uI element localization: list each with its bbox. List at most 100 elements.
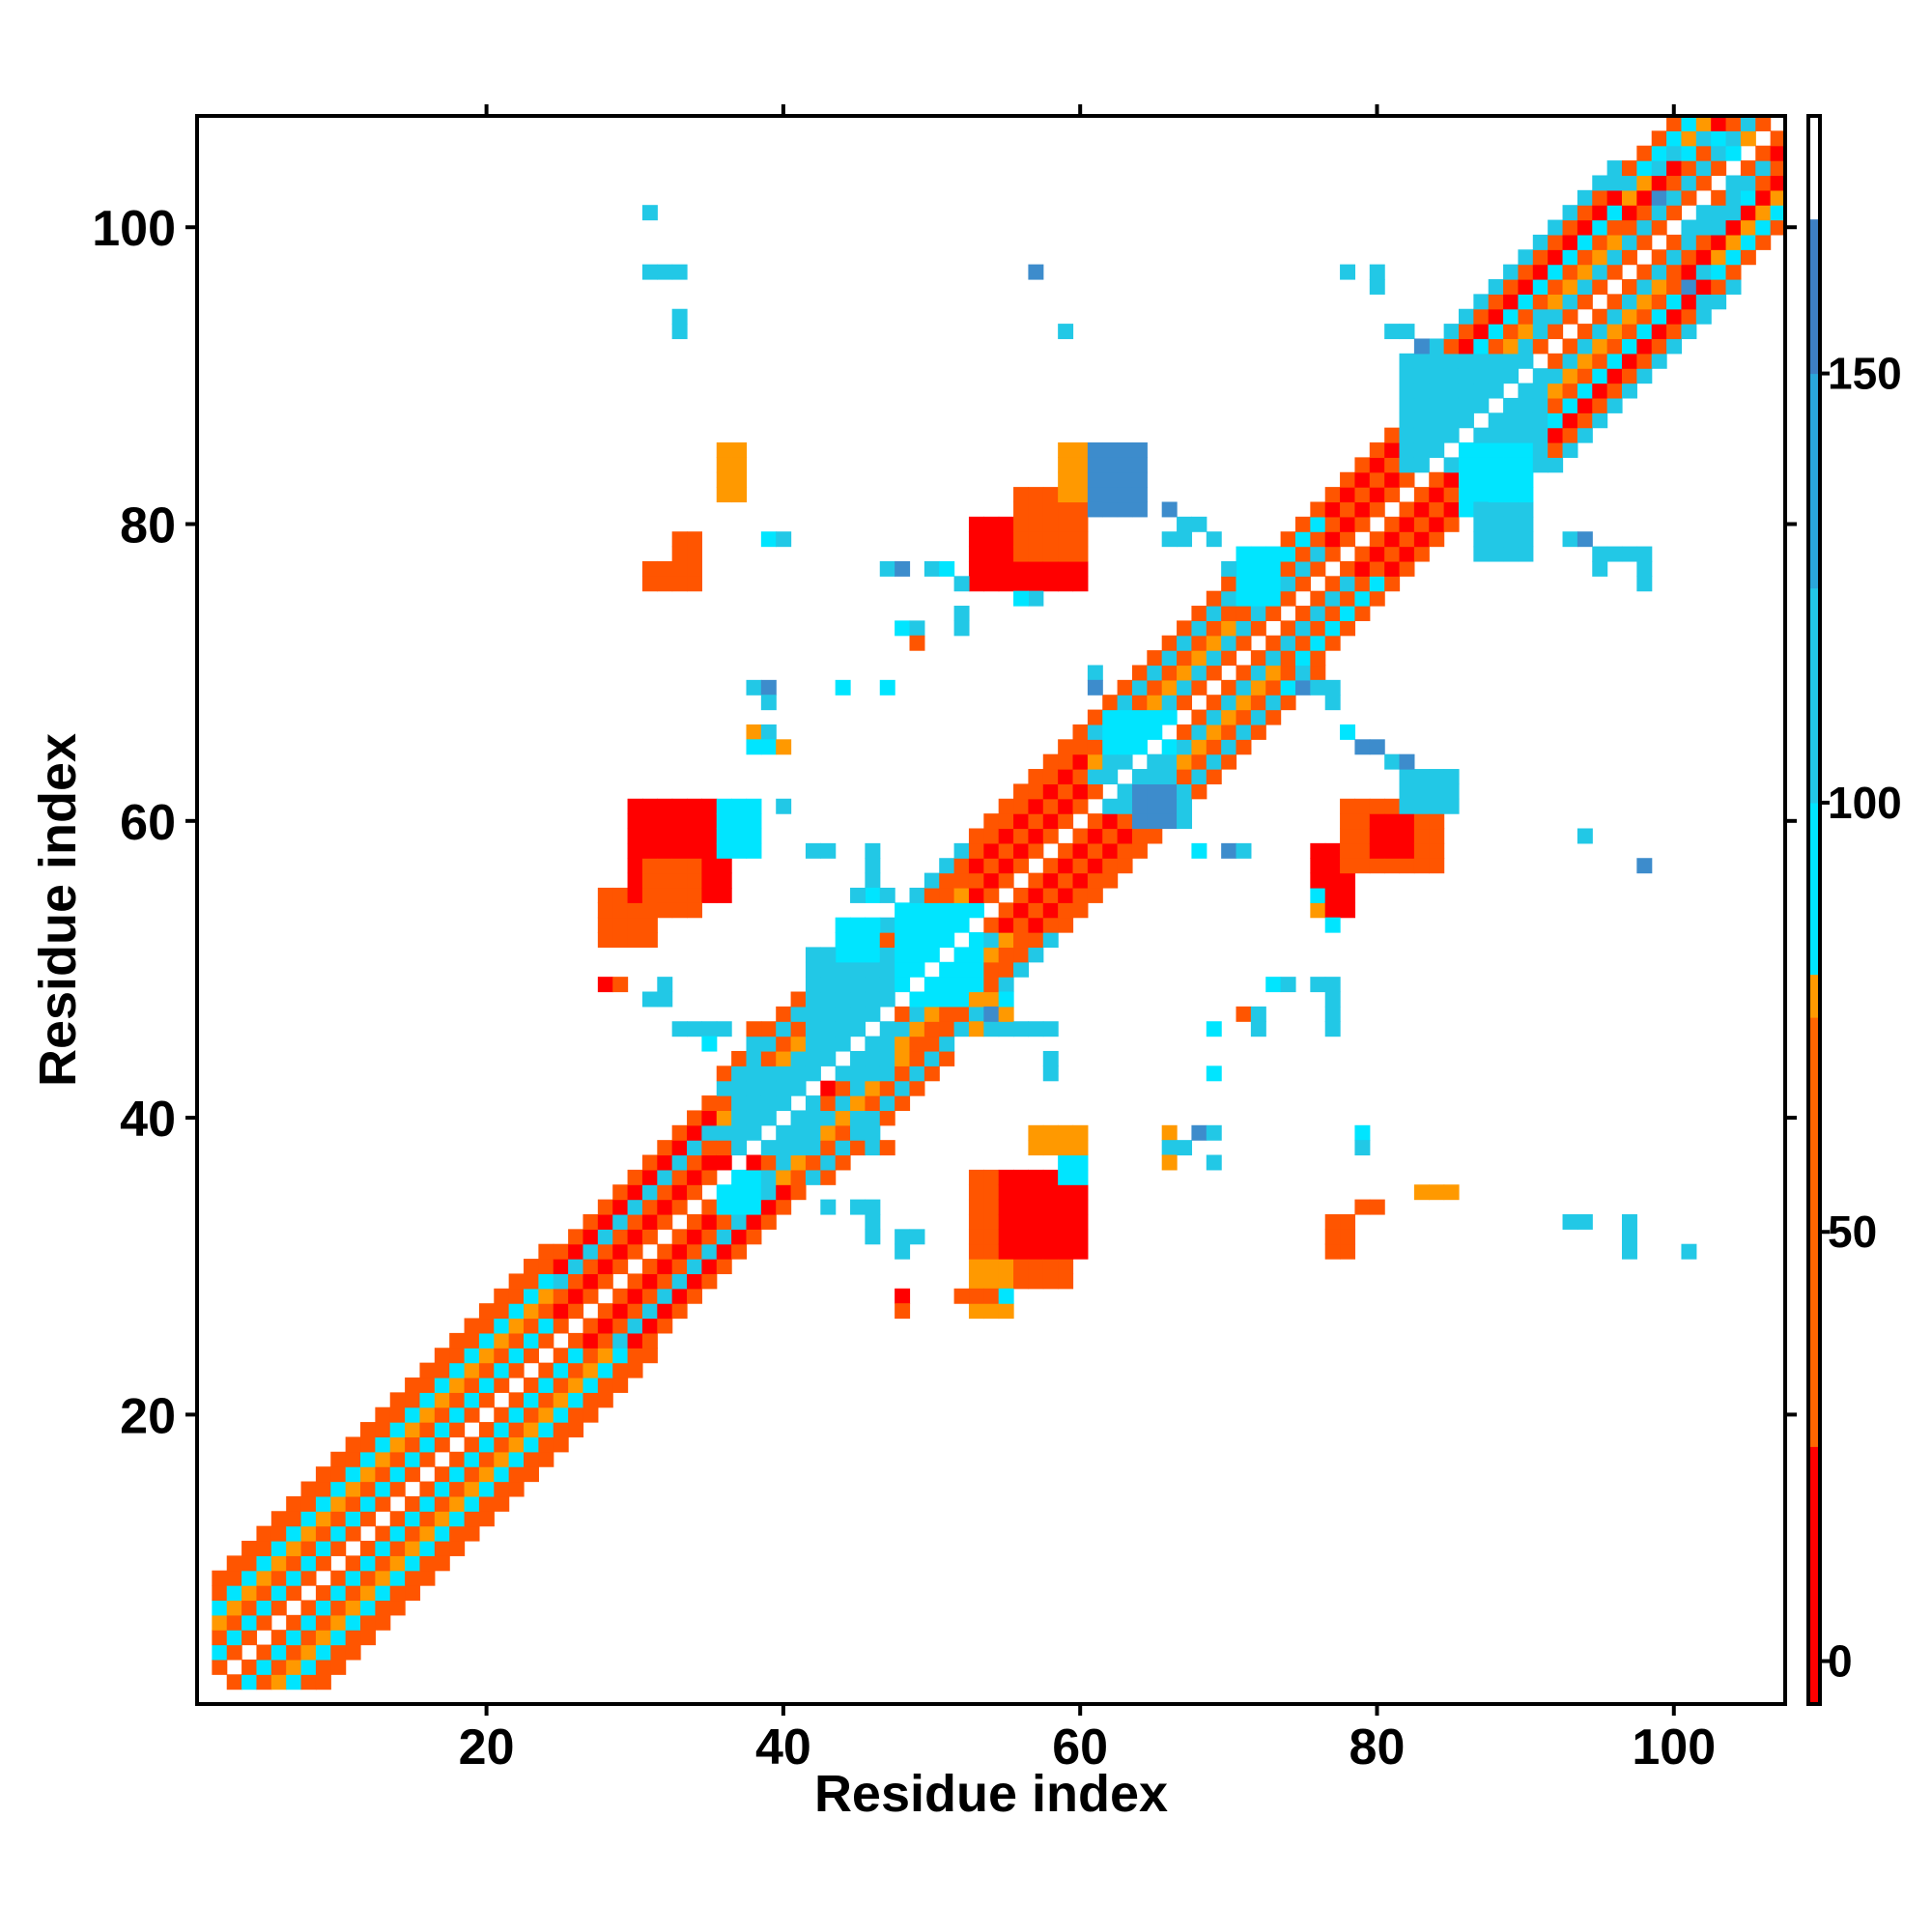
heatmap-cell bbox=[776, 1080, 792, 1096]
heatmap-cell bbox=[760, 1036, 777, 1052]
heatmap-cell bbox=[671, 1184, 688, 1201]
heatmap-cell bbox=[1072, 576, 1089, 592]
heatmap-cell bbox=[1532, 383, 1548, 399]
heatmap-cell bbox=[405, 1540, 421, 1556]
heatmap-cell bbox=[731, 1065, 748, 1082]
heatmap-cell bbox=[687, 828, 702, 844]
heatmap-cell bbox=[1324, 546, 1341, 562]
heatmap-cell bbox=[909, 1036, 925, 1052]
heatmap-cell bbox=[389, 1525, 406, 1542]
heatmap-cell bbox=[1028, 813, 1044, 830]
heatmap-cell bbox=[983, 961, 1000, 978]
heatmap-cell bbox=[612, 917, 629, 933]
heatmap-cell bbox=[1265, 665, 1282, 681]
heatmap-cell bbox=[998, 947, 1014, 963]
heatmap-cell bbox=[1621, 324, 1637, 340]
heatmap-cell bbox=[1636, 189, 1653, 206]
heatmap-cell bbox=[1310, 679, 1326, 696]
heatmap-cell bbox=[1384, 427, 1401, 443]
heatmap-cell bbox=[1606, 353, 1623, 369]
heatmap-cell bbox=[1592, 546, 1608, 562]
x-axis-label: Residue index bbox=[814, 1765, 1168, 1823]
heatmap-cell bbox=[1131, 442, 1148, 458]
heatmap-cell bbox=[1503, 546, 1520, 562]
heatmap-cell bbox=[434, 1481, 450, 1497]
heatmap-cell bbox=[790, 1021, 807, 1037]
heatmap-cell bbox=[1042, 902, 1059, 919]
heatmap-cell bbox=[953, 1006, 970, 1022]
heatmap-cell bbox=[1636, 308, 1653, 325]
heatmap-cell bbox=[389, 1436, 406, 1453]
heatmap-cell bbox=[657, 798, 673, 814]
heatmap-cell bbox=[1413, 813, 1430, 830]
heatmap-cell bbox=[1473, 397, 1490, 413]
heatmap-cell bbox=[1577, 397, 1593, 413]
heatmap-cell bbox=[805, 1095, 821, 1112]
heatmap-cell bbox=[1577, 338, 1593, 355]
heatmap-cell bbox=[1324, 1229, 1341, 1245]
heatmap-cell bbox=[612, 1303, 629, 1320]
heatmap-cell bbox=[850, 932, 866, 949]
heatmap-cell bbox=[939, 858, 955, 874]
heatmap-cell bbox=[1473, 442, 1490, 458]
heatmap-cell bbox=[478, 1303, 495, 1320]
heatmap-cell bbox=[1636, 294, 1653, 310]
heatmap-cell bbox=[1740, 219, 1756, 236]
heatmap-cell bbox=[1354, 576, 1371, 592]
heatmap-cell bbox=[270, 1600, 287, 1616]
heatmap-cell bbox=[597, 1318, 613, 1334]
heatmap-cell bbox=[998, 932, 1014, 949]
heatmap-cell bbox=[1532, 457, 1548, 473]
heatmap-cell bbox=[1577, 427, 1593, 443]
heatmap-cell bbox=[760, 1110, 777, 1126]
heatmap-cell bbox=[1058, 798, 1074, 814]
heatmap-cell bbox=[1072, 531, 1089, 548]
heatmap-cell bbox=[1191, 650, 1208, 667]
heatmap-cell bbox=[1058, 917, 1074, 933]
heatmap-cell bbox=[1013, 560, 1030, 577]
heatmap-cell bbox=[835, 961, 851, 978]
heatmap-cell bbox=[1621, 279, 1637, 295]
heatmap-cell bbox=[1681, 294, 1697, 310]
heatmap-cell bbox=[1429, 383, 1445, 399]
heatmap-cell bbox=[405, 1377, 421, 1393]
heatmap-cell bbox=[895, 1050, 911, 1066]
heatmap-cell bbox=[716, 457, 732, 473]
heatmap-cell bbox=[1042, 783, 1059, 800]
heatmap-cell bbox=[850, 917, 866, 933]
heatmap-cell bbox=[1695, 130, 1712, 147]
heatmap-cell bbox=[1443, 516, 1460, 532]
heatmap-cell bbox=[805, 1036, 821, 1052]
heatmap-cell bbox=[1191, 842, 1208, 859]
heatmap-cell bbox=[1072, 501, 1089, 518]
heatmap-cell bbox=[1518, 457, 1534, 473]
heatmap-cell bbox=[1636, 546, 1653, 562]
heatmap-cell bbox=[582, 1273, 599, 1290]
heatmap-cell bbox=[612, 1288, 629, 1304]
heatmap-cell bbox=[731, 1095, 748, 1112]
heatmap-cell bbox=[627, 1169, 643, 1185]
heatmap-cell bbox=[597, 1273, 613, 1290]
heatmap-cell bbox=[895, 1021, 911, 1037]
heatmap-cell bbox=[1161, 1140, 1178, 1156]
heatmap-cell bbox=[270, 1630, 287, 1646]
heatmap-cell bbox=[865, 858, 881, 874]
heatmap-cell bbox=[998, 1199, 1014, 1215]
heatmap-cell bbox=[1458, 324, 1474, 340]
heatmap-cell bbox=[1177, 813, 1193, 830]
heatmap-cell bbox=[464, 1436, 480, 1453]
heatmap-cell bbox=[983, 977, 1000, 993]
heatmap-cell bbox=[1695, 219, 1712, 236]
heatmap-cell bbox=[1488, 546, 1504, 562]
heatmap-cell bbox=[731, 1110, 748, 1126]
heatmap-cell bbox=[716, 798, 732, 814]
heatmap-cell bbox=[998, 961, 1014, 978]
heatmap-cell bbox=[657, 842, 673, 859]
heatmap-cell bbox=[538, 1406, 554, 1423]
heatmap-cell bbox=[1443, 368, 1460, 384]
heatmap-cell bbox=[1592, 205, 1608, 221]
heatmap-cell bbox=[1028, 516, 1044, 532]
heatmap-cell bbox=[716, 813, 732, 830]
heatmap-cell bbox=[612, 1332, 629, 1349]
heatmap-cell bbox=[671, 308, 688, 325]
